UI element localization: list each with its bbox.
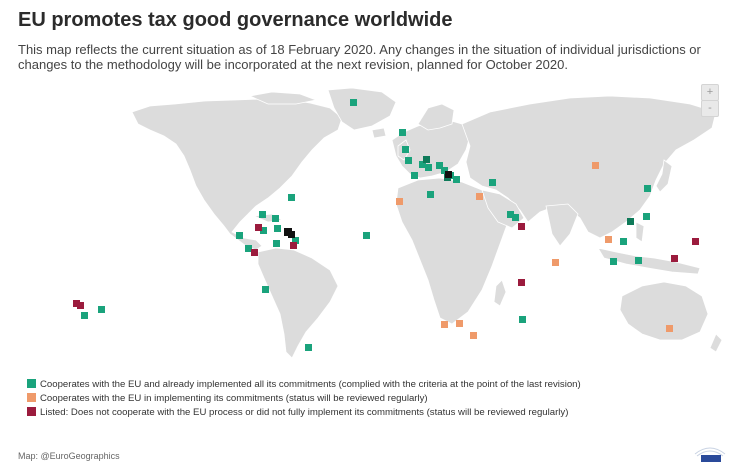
marker-green[interactable] bbox=[288, 194, 295, 201]
marker-green[interactable] bbox=[644, 185, 651, 192]
marker-green[interactable] bbox=[350, 99, 357, 106]
legend-swatch-green bbox=[27, 379, 36, 388]
zoom-out-button[interactable]: - bbox=[701, 100, 719, 117]
marker-red[interactable] bbox=[692, 238, 699, 245]
marker-green[interactable] bbox=[292, 237, 299, 244]
greenland bbox=[327, 88, 397, 131]
marker-green[interactable] bbox=[512, 214, 519, 221]
marker-green[interactable] bbox=[245, 245, 252, 252]
marker-red[interactable] bbox=[251, 249, 258, 256]
legend-swatch-red bbox=[27, 407, 36, 416]
marker-green[interactable] bbox=[98, 306, 105, 313]
marker-green[interactable] bbox=[363, 232, 370, 239]
asia bbox=[461, 95, 717, 239]
india bbox=[545, 203, 579, 247]
marker-green[interactable] bbox=[423, 156, 430, 163]
arctic-islands bbox=[248, 91, 318, 105]
marker-green[interactable] bbox=[627, 218, 634, 225]
marker-green[interactable] bbox=[507, 211, 514, 218]
legend-item-orange: Cooperates with the EU in implementing i… bbox=[27, 393, 581, 407]
marker-green[interactable] bbox=[643, 213, 650, 220]
marker-green[interactable] bbox=[419, 161, 426, 168]
world-map[interactable] bbox=[0, 88, 740, 378]
map-title: EU promotes tax good governance worldwid… bbox=[18, 9, 453, 31]
zoom-in-button[interactable]: + bbox=[701, 84, 719, 101]
marker-green[interactable] bbox=[273, 240, 280, 247]
marker-orange[interactable] bbox=[605, 236, 612, 243]
marker-green[interactable] bbox=[405, 157, 412, 164]
marker-green[interactable] bbox=[489, 179, 496, 186]
marker-green[interactable] bbox=[236, 232, 243, 239]
marker-green[interactable] bbox=[610, 258, 617, 265]
marker-orange[interactable] bbox=[552, 259, 559, 266]
marker-green[interactable] bbox=[425, 164, 432, 171]
marker-orange[interactable] bbox=[476, 193, 483, 200]
scandinavia bbox=[417, 103, 455, 131]
marker-orange[interactable] bbox=[456, 320, 463, 327]
marker-green[interactable] bbox=[260, 227, 267, 234]
south-america bbox=[257, 247, 339, 359]
marker-overlap[interactable] bbox=[445, 171, 452, 178]
marker-red[interactable] bbox=[518, 223, 525, 230]
indonesia bbox=[597, 247, 701, 275]
marker-green[interactable] bbox=[399, 129, 406, 136]
marker-orange[interactable] bbox=[396, 198, 403, 205]
madagascar bbox=[493, 279, 507, 307]
jurisdiction-markers bbox=[73, 99, 699, 351]
marker-orange[interactable] bbox=[441, 321, 448, 328]
marker-orange[interactable] bbox=[666, 325, 673, 332]
marker-red[interactable] bbox=[671, 255, 678, 262]
eu-flag-icon bbox=[694, 447, 726, 462]
legend-label: Listed: Does not cooperate with the EU p… bbox=[40, 407, 569, 418]
map-credit: Map: @EuroGeographics bbox=[18, 451, 120, 461]
marker-green[interactable] bbox=[272, 215, 279, 222]
marker-red[interactable] bbox=[77, 302, 84, 309]
philippines bbox=[635, 221, 645, 243]
marker-green[interactable] bbox=[262, 286, 269, 293]
marker-orange[interactable] bbox=[592, 162, 599, 169]
marker-green[interactable] bbox=[519, 316, 526, 323]
marker-green[interactable] bbox=[436, 162, 443, 169]
marker-overlap[interactable] bbox=[288, 231, 295, 238]
legend-label: Cooperates with the EU in implementing i… bbox=[40, 393, 428, 404]
africa bbox=[395, 177, 509, 325]
new-zealand bbox=[709, 333, 723, 353]
marker-green[interactable] bbox=[453, 176, 460, 183]
marker-red[interactable] bbox=[73, 300, 80, 307]
iceland bbox=[371, 127, 387, 139]
marker-green[interactable] bbox=[402, 146, 409, 153]
legend-item-green: Cooperates with the EU and already imple… bbox=[27, 379, 581, 393]
legend-item-red: Listed: Does not cooperate with the EU p… bbox=[27, 407, 581, 421]
marker-red[interactable] bbox=[518, 279, 525, 286]
marker-green[interactable] bbox=[81, 312, 88, 319]
marker-green[interactable] bbox=[411, 172, 418, 179]
marker-green[interactable] bbox=[305, 344, 312, 351]
legend-label: Cooperates with the EU and already imple… bbox=[40, 379, 581, 390]
map-legend: Cooperates with the EU and already imple… bbox=[27, 379, 581, 421]
map-subtitle: This map reflects the current situation … bbox=[18, 42, 701, 72]
marker-green[interactable] bbox=[427, 191, 434, 198]
marker-green[interactable] bbox=[635, 257, 642, 264]
legend-swatch-orange bbox=[27, 393, 36, 402]
marker-green[interactable] bbox=[441, 167, 448, 174]
marker-orange[interactable] bbox=[470, 332, 477, 339]
marker-red[interactable] bbox=[290, 242, 297, 249]
australia bbox=[619, 281, 709, 341]
marker-green[interactable] bbox=[259, 211, 266, 218]
land-masses bbox=[131, 88, 723, 359]
marker-green[interactable] bbox=[620, 238, 627, 245]
japan bbox=[655, 159, 673, 193]
north-america bbox=[131, 98, 343, 251]
marker-red[interactable] bbox=[255, 224, 262, 231]
marker-green[interactable] bbox=[274, 225, 281, 232]
